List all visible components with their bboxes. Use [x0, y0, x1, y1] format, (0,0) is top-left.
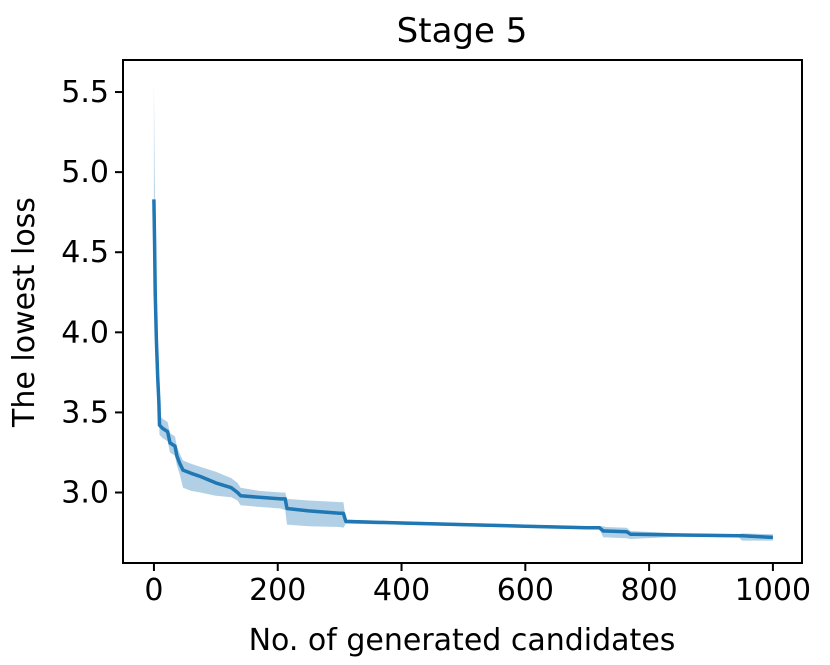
x-tick-label: 800 [620, 573, 677, 608]
y-tick-label: 4.0 [61, 315, 109, 350]
y-axis-ticks: 3.0 3.5 4.0 4.5 5.0 5.5 [61, 75, 123, 511]
mean-loss-line [152, 199, 773, 540]
x-tick-label: 200 [249, 573, 306, 608]
x-axis-ticks: 0 200 400 600 800 1000 [144, 563, 811, 608]
y-tick-label: 4.5 [61, 235, 109, 270]
x-axis-label: No. of generated candidates [249, 623, 676, 658]
y-tick-label: 5.5 [61, 75, 109, 110]
x-tick-label: 600 [497, 573, 554, 608]
axes-box [122, 59, 803, 564]
chart-title: Stage 5 [397, 11, 528, 51]
y-axis-label: The lowest loss [7, 197, 42, 428]
confidence-band [153, 84, 773, 541]
y-tick-label: 3.5 [61, 395, 109, 430]
x-tick-label: 400 [373, 573, 430, 608]
x-tick-label: 0 [144, 573, 163, 608]
y-tick-label: 5.0 [61, 155, 109, 190]
x-tick-label: 1000 [735, 573, 811, 608]
y-tick-label: 3.0 [61, 476, 109, 511]
plot-area [152, 84, 773, 541]
